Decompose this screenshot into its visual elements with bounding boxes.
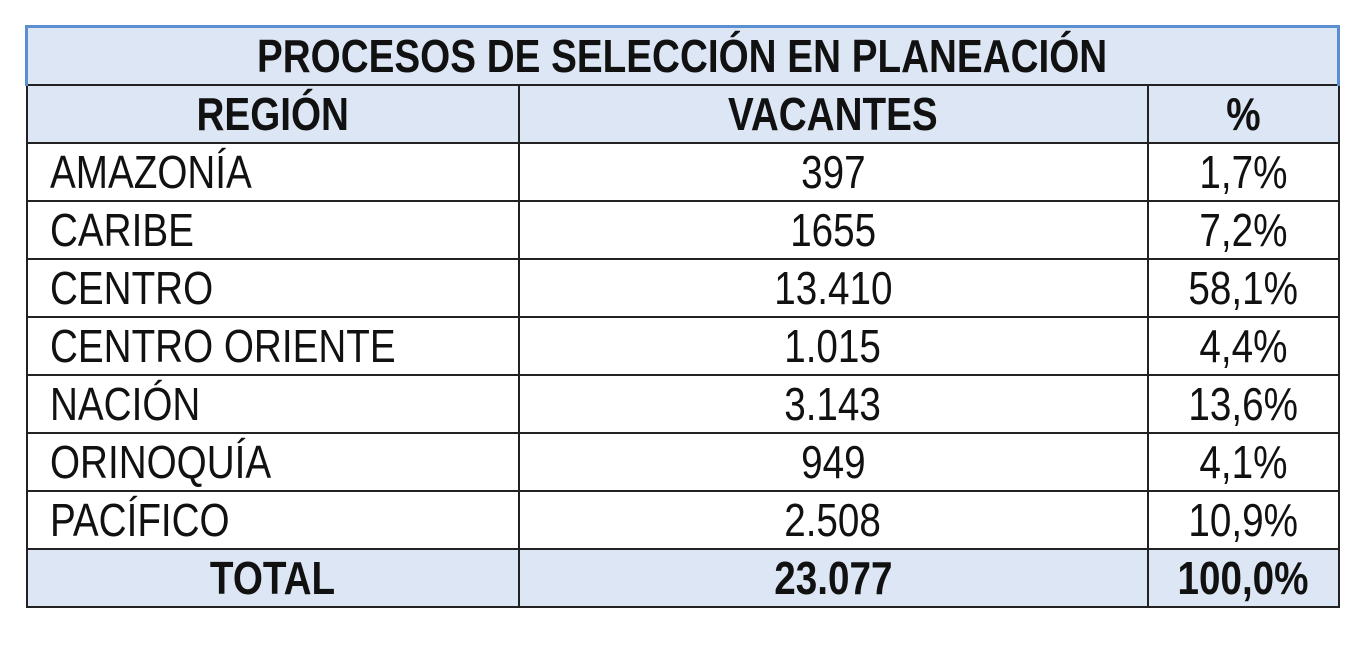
data-row: CARIBE 1655 7,2% bbox=[25, 200, 1340, 260]
cell: 1,7% bbox=[1146, 142, 1340, 202]
cell: 13.410 bbox=[517, 258, 1149, 318]
cell-text: 1,7% bbox=[1198, 146, 1288, 198]
cell-text: 4,4% bbox=[1198, 320, 1288, 372]
cell: 100,0% bbox=[1146, 548, 1340, 608]
cell-text: 100,0% bbox=[1177, 552, 1309, 604]
cell-text: CARIBE bbox=[49, 204, 194, 256]
cell-text: 58,1% bbox=[1188, 262, 1298, 314]
cell-text: 949 bbox=[800, 436, 866, 488]
cell-text: 2.508 bbox=[784, 494, 882, 546]
cell: TOTAL bbox=[25, 548, 520, 608]
cell: CARIBE bbox=[25, 200, 520, 260]
cell: CENTRO bbox=[25, 258, 520, 318]
data-row: CENTRO ORIENTE 1.015 4,4% bbox=[25, 316, 1340, 376]
cell-text: 3.143 bbox=[784, 378, 882, 430]
cell-text: 397 bbox=[800, 146, 866, 198]
cell-text: CENTRO bbox=[49, 262, 213, 314]
cell: 3.143 bbox=[517, 374, 1149, 434]
cell: 58,1% bbox=[1146, 258, 1340, 318]
data-row: PACÍFICO 2.508 10,9% bbox=[25, 490, 1340, 550]
cell: ORINOQUÍA bbox=[25, 432, 520, 492]
cell: VACANTES bbox=[517, 84, 1149, 144]
total-row: TOTAL 23.077 100,0% bbox=[25, 548, 1340, 608]
cell-text: CENTRO ORIENTE bbox=[49, 320, 396, 372]
cell-text: VACANTES bbox=[728, 88, 938, 140]
cell: 4,4% bbox=[1146, 316, 1340, 376]
cell: PACÍFICO bbox=[25, 490, 520, 550]
cell-text: ORINOQUÍA bbox=[49, 436, 271, 488]
cell: 1.015 bbox=[517, 316, 1149, 376]
cell-text: 13,6% bbox=[1188, 378, 1298, 430]
header-row: REGIÓN VACANTES% bbox=[25, 84, 1340, 144]
cell-text: % bbox=[1225, 88, 1261, 140]
data-row: NACIÓN 3.143 13,6% bbox=[25, 374, 1340, 434]
cell-text: PACÍFICO bbox=[49, 494, 230, 546]
cell-text: 4,1% bbox=[1198, 436, 1288, 488]
cell: 7,2% bbox=[1146, 200, 1340, 260]
cell: % bbox=[1146, 84, 1340, 144]
cell: 397 bbox=[517, 142, 1149, 202]
title-row: PROCESOS DE SELECCIÓN EN PLANEACIÓN bbox=[24, 25, 1341, 86]
cell: 13,6% bbox=[1146, 374, 1340, 434]
cell-text: TOTAL bbox=[209, 552, 336, 604]
cell: AMAZONÍA bbox=[25, 142, 520, 202]
data-row: AMAZONÍA 397 1,7% bbox=[25, 142, 1340, 202]
cell-text: 13.410 bbox=[773, 262, 893, 314]
cell: 10,9% bbox=[1146, 490, 1340, 550]
data-row: ORINOQUÍA 949 4,1% bbox=[25, 432, 1340, 492]
cell: NACIÓN bbox=[25, 374, 520, 434]
cell: 4,1% bbox=[1146, 432, 1340, 492]
cell-text: NACIÓN bbox=[49, 378, 200, 430]
cell: REGIÓN bbox=[25, 84, 520, 144]
data-row: CENTRO 13.410 58,1% bbox=[25, 258, 1340, 318]
cell-text: 10,9% bbox=[1188, 494, 1298, 546]
table-body: PROCESOS DE SELECCIÓN EN PLANEACIÓN REGI… bbox=[24, 25, 1341, 608]
cell-text: REGIÓN bbox=[196, 88, 349, 140]
cell-text: 7,2% bbox=[1198, 204, 1288, 256]
selection-table: PROCESOS DE SELECCIÓN EN PLANEACIÓN REGI… bbox=[24, 25, 1341, 608]
table-title: PROCESOS DE SELECCIÓN EN PLANEACIÓN bbox=[257, 30, 1108, 82]
cell-text: 1655 bbox=[790, 204, 876, 256]
cell: 23.077 bbox=[517, 548, 1149, 608]
cell: 1655 bbox=[517, 200, 1149, 260]
cell-text: 1.015 bbox=[784, 320, 882, 372]
cell: 2.508 bbox=[517, 490, 1149, 550]
title-cell: PROCESOS DE SELECCIÓN EN PLANEACIÓN bbox=[24, 25, 1341, 86]
cell-text: 23.077 bbox=[773, 552, 893, 604]
cell: 949 bbox=[517, 432, 1149, 492]
cell-text: AMAZONÍA bbox=[49, 146, 252, 198]
cell: CENTRO ORIENTE bbox=[25, 316, 520, 376]
